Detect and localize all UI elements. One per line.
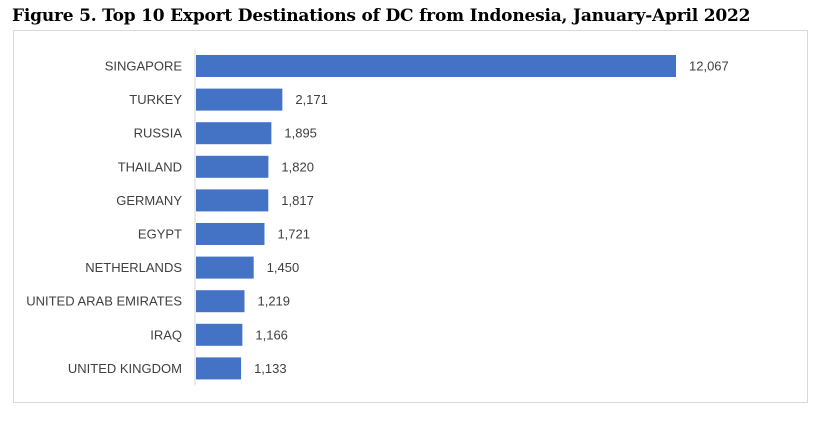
data-label: 1,450 [267, 260, 300, 275]
data-label: 1,817 [281, 193, 314, 208]
data-label: 1,166 [255, 327, 288, 342]
bar [196, 357, 242, 380]
data-label: 1,820 [281, 159, 314, 174]
category-label: RUSSIA [134, 126, 183, 141]
bar [196, 189, 269, 212]
data-label: 1,721 [277, 227, 310, 242]
bar [196, 323, 243, 346]
bar [196, 55, 676, 77]
data-label: 12,067 [689, 59, 729, 74]
bar [196, 290, 245, 313]
bar-chart: SINGAPORE 12,067 TURKEY 2,171 RUSSIA 1,895 THA… [26, 49, 729, 386]
category-label: UNITED KINGDOM [68, 361, 182, 376]
bar [196, 122, 272, 145]
bar [196, 256, 254, 279]
bar [196, 223, 265, 245]
bar [196, 155, 269, 178]
category-label: NETHERLANDS [85, 260, 182, 275]
data-label: 1,219 [257, 294, 290, 309]
data-label: 1,895 [284, 126, 317, 141]
category-label: EGYPT [138, 227, 182, 242]
category-label: GERMANY [116, 193, 182, 208]
category-label: TURKEY [129, 92, 182, 107]
category-label: SINGAPORE [105, 59, 183, 74]
category-label: IRAQ [150, 327, 182, 342]
data-label: 2,171 [295, 92, 328, 107]
bar [196, 88, 283, 111]
category-label: THAILAND [118, 159, 182, 174]
data-label: 1,133 [254, 361, 287, 376]
category-label: UNITED ARAB EMIRATES [26, 294, 182, 309]
chart-area: SINGAPORE 12,067 TURKEY 2,171 RUSSIA 1,895 THA… [13, 30, 808, 403]
figure-title: Figure 5. Top 10 Export Destinations of … [12, 6, 751, 26]
